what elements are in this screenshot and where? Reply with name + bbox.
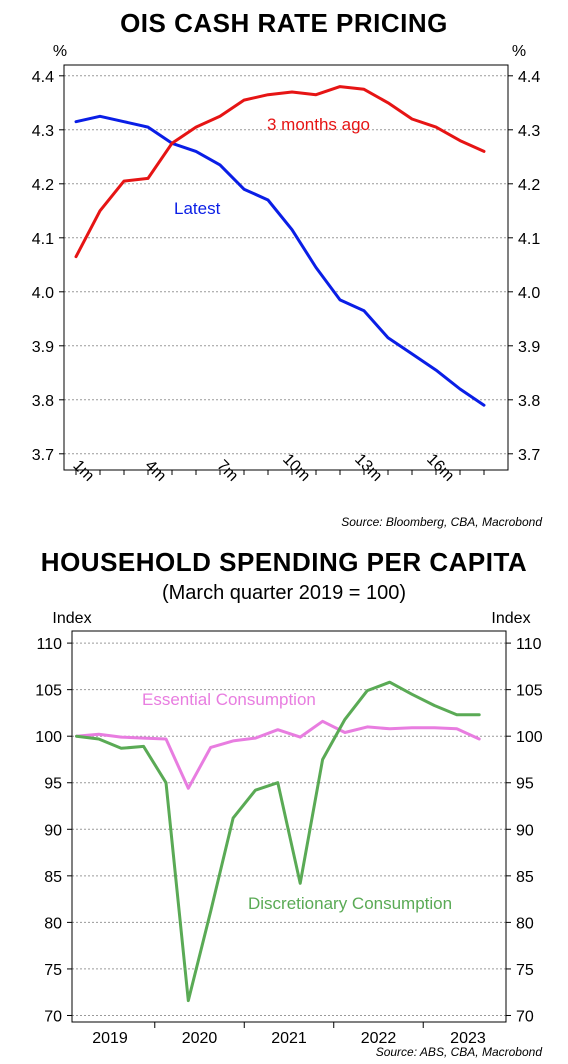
series-label: Discretionary Consumption	[248, 894, 452, 913]
y-tick-label-right: 95	[516, 776, 534, 793]
y-unit-left: %	[53, 43, 67, 60]
y-tick-label-left: 110	[36, 636, 62, 653]
chart2-title: HOUSEHOLD SPENDING PER CAPITA	[40, 547, 528, 577]
y-tick-label-right: 4.1	[518, 231, 540, 248]
chart1-source: Source: Bloomberg, CBA, Macrobond	[341, 515, 542, 529]
y-tick-label-left: 4.4	[32, 69, 54, 86]
series-line-essential-consumption	[75, 719, 481, 790]
x-tick-label: 2019	[92, 1030, 128, 1047]
y-tick-label-right: 90	[516, 822, 534, 839]
y-tick-label-left: 75	[44, 962, 62, 979]
y-tick-label-right: 105	[516, 683, 543, 700]
y-tick-label-left: 70	[44, 1008, 62, 1025]
chart2-source: Source: ABS, CBA, Macrobond	[375, 1045, 542, 1059]
y-tick-label-right: 3.8	[518, 393, 540, 410]
x-tick-label: 2020	[182, 1030, 218, 1047]
chart2-subtitle: (March quarter 2019 = 100)	[161, 582, 407, 604]
y-tick-label-right: 110	[516, 636, 542, 653]
series-label: 3 months ago	[267, 115, 370, 134]
y-tick-label-left: 80	[44, 915, 62, 932]
series-line-discretionary-consumption	[75, 680, 481, 1003]
y-tick-label-right: 70	[516, 1008, 534, 1025]
y-tick-label-right: 4.4	[518, 69, 540, 86]
y-tick-label-right: 3.7	[518, 447, 540, 464]
y-tick-label-left: 4.1	[32, 231, 54, 248]
y-tick-label-left: 90	[44, 822, 62, 839]
y-tick-label-right: 75	[516, 962, 534, 979]
y-tick-label-left: 4.0	[32, 285, 54, 302]
series-label: Latest	[174, 199, 221, 218]
series-line-3-months-ago	[74, 85, 486, 259]
y-tick-label-right: 3.9	[518, 339, 540, 356]
y-tick-label-left: 85	[44, 869, 62, 886]
x-tick-label: 2023	[450, 1030, 486, 1047]
y-tick-label-right: 80	[516, 915, 534, 932]
series-line-latest	[74, 114, 486, 407]
y-tick-label-right: 100	[516, 729, 543, 746]
y-tick-label-left: 3.8	[32, 393, 54, 410]
y-tick-label-left: 4.2	[32, 177, 54, 194]
y-unit-right: Index	[491, 610, 530, 627]
y-unit-left: Index	[52, 610, 91, 627]
x-tick-label: 2022	[361, 1030, 397, 1047]
y-tick-label-left: 4.3	[32, 123, 54, 140]
y-tick-label-left: 95	[44, 776, 62, 793]
plot-frame	[63, 64, 509, 471]
y-unit-right: %	[512, 43, 526, 60]
y-tick-label-left: 100	[35, 729, 62, 746]
y-tick-label-left: 3.9	[32, 339, 54, 356]
chart1-title: OIS CASH RATE PRICING	[120, 8, 448, 38]
ois-chart: 3.7 3.7 3.8 3.8 3.9 3.9 4.0 4.0 4.1 4.1 4.2 4.2 4.3 4…	[32, 43, 541, 485]
y-tick-label-right: 4.0	[518, 285, 540, 302]
y-tick-label-right: 4.2	[518, 177, 540, 194]
y-tick-label-right: 85	[516, 869, 534, 886]
plot-frame	[71, 630, 507, 1023]
y-tick-label-right: 4.3	[518, 123, 540, 140]
y-tick-label-left: 3.7	[32, 447, 54, 464]
series-label: Essential Consumption	[142, 690, 316, 709]
y-tick-label-left: 105	[35, 683, 62, 700]
x-tick-label: 2021	[271, 1030, 307, 1047]
